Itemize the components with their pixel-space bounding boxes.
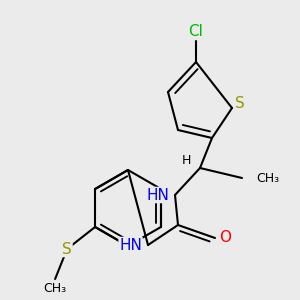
Text: S: S <box>235 97 245 112</box>
Text: O: O <box>219 230 231 245</box>
Text: H: H <box>181 154 191 166</box>
Text: CH₃: CH₃ <box>256 172 279 184</box>
Text: CH₃: CH₃ <box>44 283 67 296</box>
Text: Cl: Cl <box>189 25 203 40</box>
Text: HN: HN <box>119 238 142 253</box>
Text: HN: HN <box>146 188 169 202</box>
Text: S: S <box>62 242 72 256</box>
